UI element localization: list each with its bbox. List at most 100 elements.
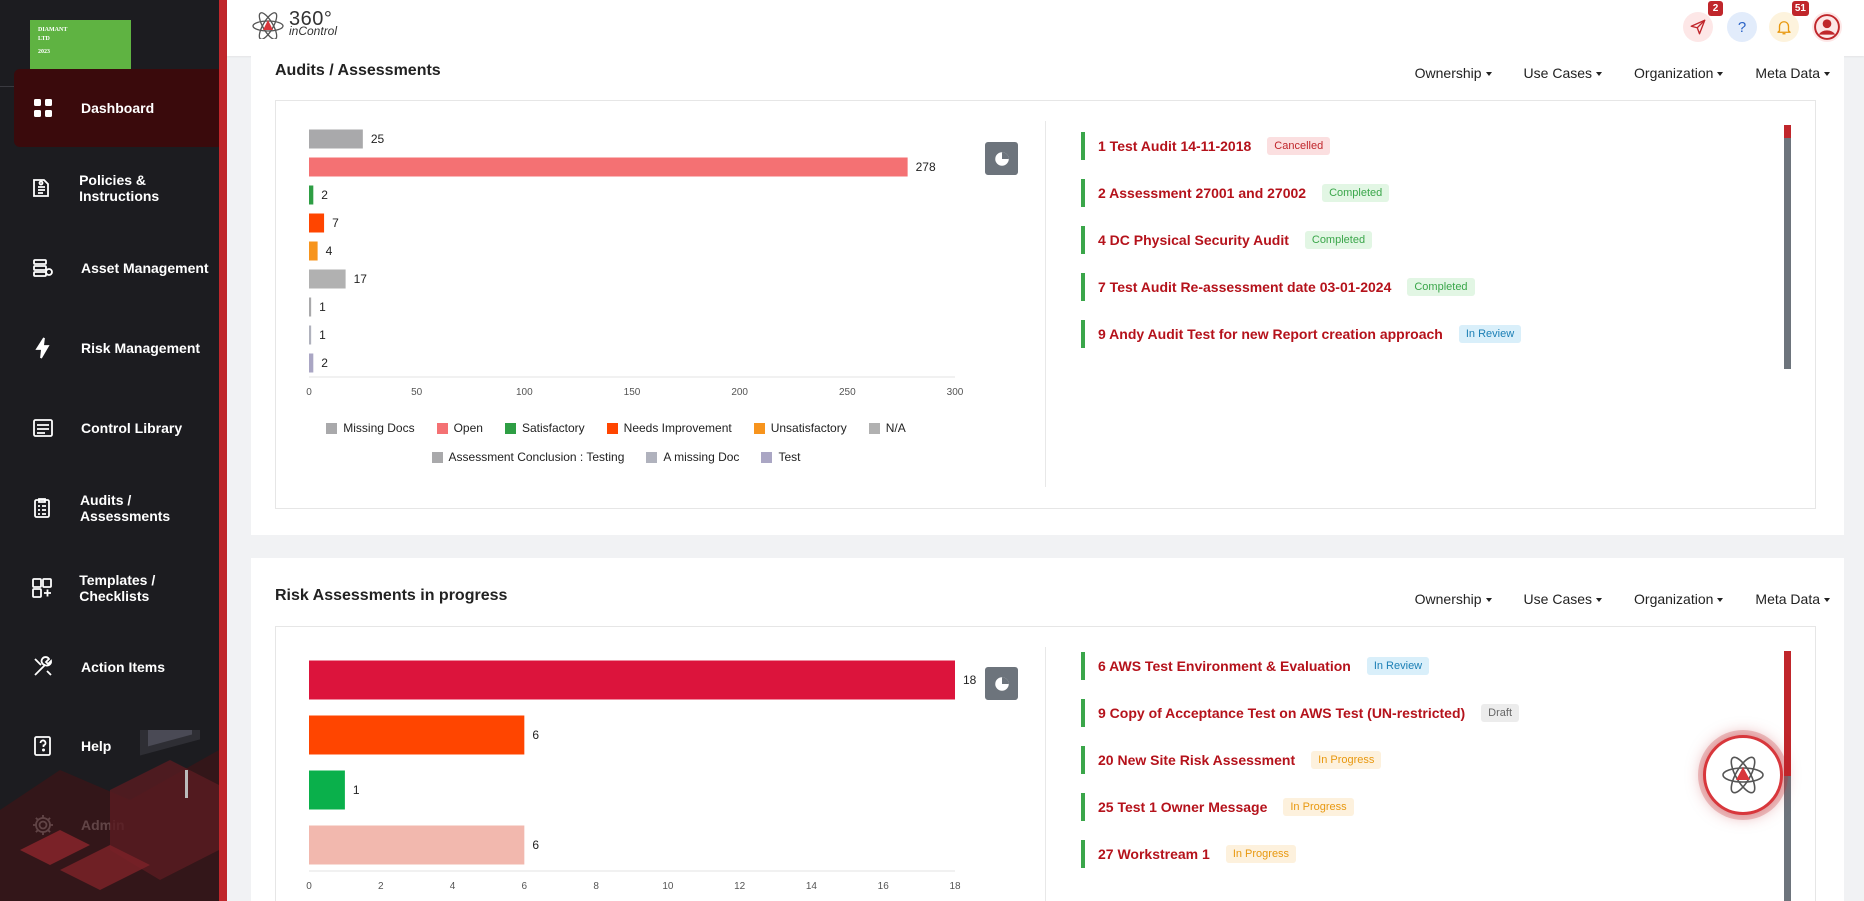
- legend-item[interactable]: Needs Improvement: [606, 421, 732, 435]
- sidebar-item-admin[interactable]: Admin: [14, 786, 219, 864]
- policies-icon: [30, 175, 54, 201]
- bar: [309, 157, 908, 177]
- risk-card: 0 2 4 6 8 10 12 14 16 18 18 6 1 6 6 AWS Test Environm…: [275, 626, 1816, 901]
- pie-chart-icon: [994, 676, 1009, 691]
- x-tick-label: 4: [450, 881, 456, 892]
- legend-label: Needs Improvement: [623, 421, 732, 435]
- sidebar-item-label: Admin: [81, 817, 125, 833]
- sidebar-item-templates-checklists[interactable]: Templates / Checklists: [14, 549, 219, 627]
- org-year: 2023: [38, 49, 50, 55]
- user-avatar-button[interactable]: [1812, 12, 1842, 42]
- legend-item[interactable]: Unsatisfactory: [753, 421, 847, 435]
- legend-swatch: [646, 451, 658, 463]
- list-item[interactable]: 9 Copy of Acceptance Test on AWS Test (U…: [1081, 689, 1721, 736]
- risk-list-scrollbar[interactable]: [1784, 651, 1791, 901]
- list-item-title[interactable]: 20 New Site Risk Assessment: [1098, 751, 1296, 768]
- risk-scroll-thumb[interactable]: [1784, 651, 1791, 776]
- atom-logo-icon: [252, 12, 284, 39]
- list-item-title[interactable]: 6 AWS Test Environment & Evaluation: [1098, 657, 1351, 674]
- organization-filter[interactable]: Organization: [1634, 591, 1723, 607]
- list-item[interactable]: 1 Test Audit 14-11-2018 Cancelled: [1081, 122, 1721, 169]
- x-tick-label: 10: [662, 881, 674, 892]
- sidebar-item-action-items[interactable]: Action Items: [14, 628, 219, 706]
- list-item[interactable]: 27 Workstream 1 In Progress: [1081, 830, 1721, 877]
- brand-logo[interactable]: 360° inControl: [251, 8, 337, 39]
- sidebar-item-control-library[interactable]: Control Library: [14, 389, 219, 467]
- audits-chart-type-button[interactable]: [985, 142, 1018, 175]
- bar: [309, 297, 312, 317]
- list-item-title[interactable]: 4 DC Physical Security Audit: [1098, 231, 1289, 248]
- status-badge: In Review: [1366, 656, 1430, 675]
- x-tick-label: 50: [411, 387, 423, 398]
- legend-label: Unsatisfactory: [770, 421, 847, 435]
- list-item[interactable]: 4 DC Physical Security Audit Completed: [1081, 216, 1721, 263]
- sidebar-item-label: Action Items: [81, 659, 166, 675]
- legend-label: A missing Doc: [663, 450, 740, 464]
- legend-swatch: [753, 422, 765, 434]
- list-item[interactable]: 7 Test Audit Re-assessment date 03-01-20…: [1081, 263, 1721, 310]
- risk-chart-type-button[interactable]: [985, 667, 1018, 700]
- list-item[interactable]: 20 New Site Risk Assessment In Progress: [1081, 736, 1721, 783]
- sidebar-item-help[interactable]: Help: [14, 707, 219, 785]
- legend-item[interactable]: N/A: [868, 421, 906, 435]
- list-item-title[interactable]: 7 Test Audit Re-assessment date 03-01-20…: [1098, 278, 1392, 295]
- audits-filters: Ownership Use Cases Organization Meta Da…: [1383, 65, 1830, 81]
- sidebar: DIAMANT LTD 2023 Dashboard Policies & Ins…: [0, 0, 219, 901]
- status-indicator-bar: [1081, 698, 1085, 727]
- list-item[interactable]: 2 Assessment 27001 and 27002 Completed: [1081, 169, 1721, 216]
- list-item-title[interactable]: 25 Test 1 Owner Message: [1098, 798, 1268, 815]
- list-item-title[interactable]: 9 Copy of Acceptance Test on AWS Test (U…: [1098, 704, 1466, 721]
- sidebar-item-dashboard[interactable]: Dashboard: [14, 69, 219, 147]
- gear-icon: [30, 812, 56, 838]
- ownership-filter[interactable]: Ownership: [1415, 591, 1492, 607]
- organization-filter[interactable]: Organization: [1634, 65, 1723, 81]
- legend-item[interactable]: Open: [436, 421, 483, 435]
- legend-item[interactable]: Assessment Conclusion : Testing: [431, 450, 624, 464]
- meta-data-filter[interactable]: Meta Data: [1755, 591, 1830, 607]
- atom-assistant-icon: [1722, 756, 1764, 794]
- list-item[interactable]: 9 Andy Audit Test for new Report creatio…: [1081, 310, 1721, 357]
- notifications-button[interactable]: 51: [1769, 1, 1809, 42]
- legend-swatch: [504, 422, 516, 434]
- brand-title: 360°: [289, 8, 333, 30]
- sidebar-item-asset-management[interactable]: Asset Management: [14, 229, 219, 307]
- legend-item[interactable]: A missing Doc: [646, 450, 739, 464]
- meta-data-filter[interactable]: Meta Data: [1755, 65, 1830, 81]
- sidebar-item-policies-instructions[interactable]: Policies & Instructions: [14, 149, 219, 227]
- help-button[interactable]: ?: [1727, 12, 1757, 42]
- legend-label: Test: [778, 450, 801, 464]
- sidebar-item-risk-management[interactable]: Risk Management: [14, 309, 219, 387]
- organization-logo[interactable]: DIAMANT LTD 2023: [30, 20, 131, 70]
- legend-item[interactable]: Satisfactory: [504, 421, 585, 435]
- use-cases-filter[interactable]: Use Cases: [1524, 65, 1602, 81]
- audits-list-scrollbar[interactable]: [1784, 125, 1791, 369]
- use-cases-filter[interactable]: Use Cases: [1524, 591, 1602, 607]
- audits-chart-legend: Missing Docs Open Satisfactory Needs Improv…: [306, 421, 926, 464]
- x-tick-label: 16: [878, 881, 890, 892]
- list-item-title[interactable]: 1 Test Audit 14-11-2018: [1098, 137, 1252, 154]
- status-indicator-bar: [1081, 792, 1085, 821]
- sidebar-item-label: Audits / Assessments: [79, 492, 171, 524]
- x-tick-label: 0: [306, 387, 312, 398]
- legend-swatch: [761, 451, 773, 463]
- status-indicator-bar: [1081, 651, 1085, 680]
- list-item-title[interactable]: 2 Assessment 27001 and 27002: [1098, 184, 1307, 201]
- audits-scroll-thumb[interactable]: [1784, 125, 1791, 138]
- sidebar-accent-stripe: [219, 0, 227, 901]
- legend-item[interactable]: Test: [761, 450, 800, 464]
- bar: [309, 353, 314, 373]
- list-item[interactable]: 6 AWS Test Environment & Evaluation In Re…: [1081, 642, 1721, 689]
- sidebar-item-audits-assessments[interactable]: Audits / Assessments: [14, 469, 219, 547]
- status-indicator-bar: [1081, 225, 1085, 254]
- send-button[interactable]: 2: [1683, 1, 1723, 42]
- ownership-filter[interactable]: Ownership: [1415, 65, 1492, 81]
- status-badge: In Progress: [1311, 750, 1382, 769]
- x-tick-label: 2: [378, 881, 384, 892]
- assistant-fab-button[interactable]: [1703, 735, 1783, 815]
- list-item-title[interactable]: 9 Andy Audit Test for new Report creatio…: [1098, 325, 1443, 342]
- sidebar-item-label: Dashboard: [81, 100, 155, 116]
- legend-item[interactable]: Missing Docs: [326, 421, 415, 435]
- list-item-title[interactable]: 27 Workstream 1: [1098, 845, 1210, 862]
- list-item[interactable]: 25 Test 1 Owner Message In Progress: [1081, 783, 1721, 830]
